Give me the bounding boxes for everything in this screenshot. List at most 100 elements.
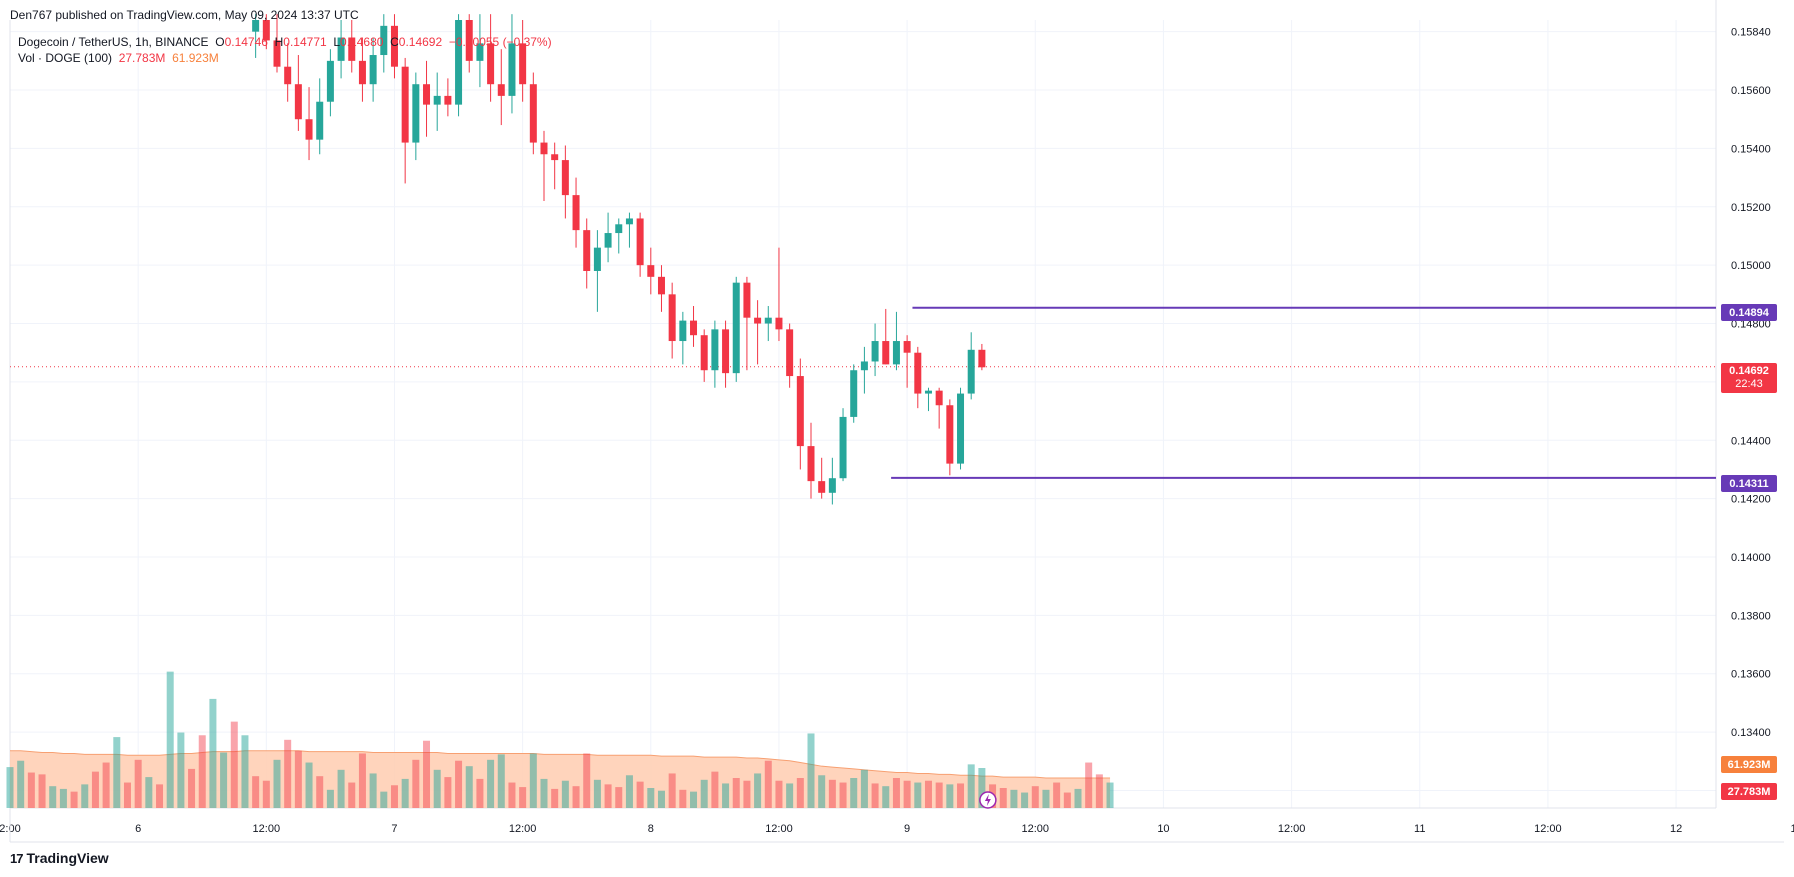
resistance-price-tag: 0.14894 <box>1721 304 1777 321</box>
candle-body <box>764 317 772 324</box>
price-axis-label: 0.14800 <box>1731 319 1771 331</box>
volume-bar <box>326 789 334 808</box>
volume-bar <box>1063 792 1071 808</box>
volume-bar <box>1106 782 1114 808</box>
price-axis-label: 0.15000 <box>1731 260 1771 272</box>
volume-bar <box>850 778 858 808</box>
time-axis-label: 12:00 <box>253 823 281 835</box>
volume-bar <box>796 778 804 808</box>
volume-bar <box>401 778 409 808</box>
volume-bar <box>572 786 580 808</box>
volume-bar <box>615 787 623 808</box>
volume-bar <box>252 776 260 808</box>
volume-label: Vol · DOGE (100) <box>18 51 113 65</box>
candle-body <box>657 276 665 295</box>
volume-bar <box>625 775 633 808</box>
volume-ma-value: 61.923M <box>172 51 219 65</box>
time-axis-label: 10 <box>1157 823 1169 835</box>
plot-area <box>10 20 1716 808</box>
volume-bar <box>27 772 35 808</box>
volume-bar <box>1095 774 1103 808</box>
volume-bar <box>657 790 665 808</box>
candle-body <box>604 233 612 248</box>
volume-bar <box>337 769 345 808</box>
time-axis-label: 8 <box>648 823 654 835</box>
volume-bar <box>775 780 783 808</box>
volume-bar <box>102 762 110 808</box>
volume-bar <box>177 732 185 808</box>
volume-bar <box>487 759 495 808</box>
volume-bar <box>946 784 954 808</box>
volume-bar <box>465 766 473 808</box>
time-axis-label: 6 <box>135 823 141 835</box>
volume-bar <box>198 735 206 808</box>
candle-body <box>423 84 431 105</box>
volume-bar <box>220 752 228 808</box>
candle-body <box>433 95 441 105</box>
time-axis-label: 7 <box>391 823 397 835</box>
brand-name: TradingView <box>26 850 109 866</box>
volume-bar <box>17 760 25 808</box>
candle-body <box>850 370 858 417</box>
volume-bar <box>38 774 46 808</box>
volume-bar <box>978 768 986 808</box>
volume-bar <box>967 764 975 808</box>
volume-bar <box>91 771 99 808</box>
candle-body <box>914 352 922 394</box>
volume-bar <box>358 753 366 808</box>
time-axis-label: 12 <box>1670 823 1682 835</box>
volume-bar <box>786 783 794 808</box>
volume-bar <box>49 786 57 808</box>
volume-bar <box>882 786 890 808</box>
price-axis-label: 0.13800 <box>1731 610 1771 622</box>
volume-bar <box>390 785 398 808</box>
volume-bar <box>508 782 516 808</box>
price-axis-label: 0.14200 <box>1731 494 1771 506</box>
volume-bar <box>764 760 772 808</box>
candle-body <box>465 20 473 61</box>
candle-body <box>754 317 762 324</box>
volume-bar <box>1031 786 1039 808</box>
price-axis-label: 0.15200 <box>1731 202 1771 214</box>
candle-body <box>412 84 420 143</box>
low-value: 0.14680 <box>340 35 384 49</box>
price-axis-label: 0.15600 <box>1731 85 1771 97</box>
volume-bar <box>924 780 932 808</box>
candle-body <box>935 390 943 406</box>
volume-bar <box>1085 762 1093 808</box>
candle-body <box>529 84 537 143</box>
volume-bar <box>241 735 249 808</box>
candle-body <box>252 20 260 32</box>
volume-ma-tag: 61.923M <box>1721 756 1777 773</box>
volume-bar <box>1010 789 1018 808</box>
volume-bar <box>935 782 943 808</box>
candle-body <box>807 446 815 482</box>
volume-bar <box>262 780 270 808</box>
volume-bar <box>497 754 505 808</box>
candle-body <box>690 320 698 336</box>
candle-body <box>722 329 730 374</box>
candle-body <box>636 218 644 266</box>
volume-bar <box>647 788 655 808</box>
volume-bar <box>81 784 89 808</box>
volume-bar <box>423 740 431 808</box>
volume-legend[interactable]: Vol · DOGE (100) 27.783M 61.923M <box>18 51 219 65</box>
volume-bar <box>59 788 67 808</box>
candle-body <box>978 349 986 368</box>
volume-bar <box>113 737 121 808</box>
symbol-legend[interactable]: Dogecoin / TetherUS, 1h, BINANCE O0.1474… <box>18 35 552 49</box>
candle-body <box>775 317 783 330</box>
volume-bar <box>316 776 324 808</box>
tradingview-footer[interactable]: 17 TradingView <box>10 850 109 866</box>
volume-bar <box>668 773 676 808</box>
candle-body <box>508 43 516 96</box>
low-label: L <box>333 35 341 49</box>
candle-body <box>732 282 740 374</box>
candle-body <box>401 66 409 143</box>
volume-bar <box>1042 789 1050 808</box>
candle-body <box>369 55 377 85</box>
volume-bar <box>839 782 847 808</box>
volume-bar <box>519 787 527 808</box>
volume-bar <box>711 771 719 808</box>
